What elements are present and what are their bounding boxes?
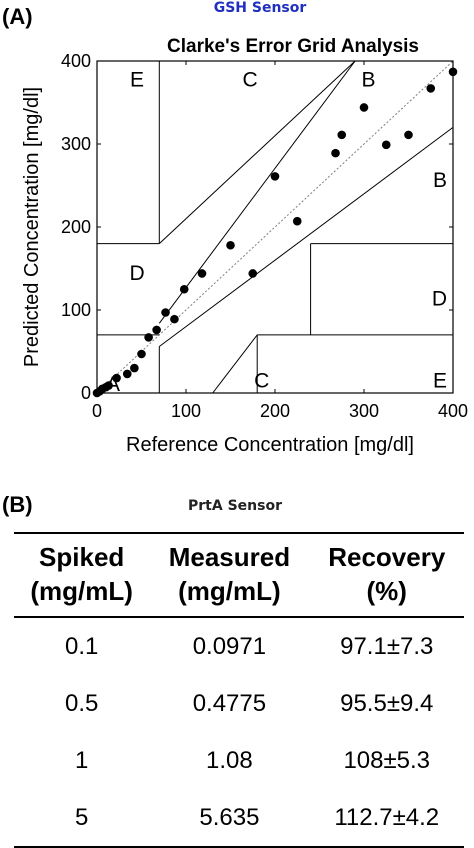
- cell-spiked: 5: [14, 789, 150, 848]
- cell-spiked: 0.1: [64, 632, 99, 660]
- y-tick-label: 200: [61, 217, 91, 237]
- data-point: [270, 172, 280, 181]
- cell-recovery: 108±5.3: [343, 746, 431, 774]
- cell-spiked: 0.5: [64, 689, 99, 717]
- gsh-sensor-title: GSH Sensor: [213, 0, 307, 16]
- x-tick-label: 200: [260, 401, 290, 421]
- cell-measured: 5.635: [149, 789, 310, 848]
- data-point: [248, 269, 258, 278]
- y-tick-label: 100: [61, 300, 91, 320]
- zone-label: B: [433, 169, 447, 192]
- recovery-table-container: Spiked (mg/mL) Measured (mg/mL) Recovery…: [14, 532, 464, 848]
- x-tick-label: 0: [92, 401, 102, 421]
- data-point: [292, 216, 302, 226]
- header-measured: Measured (mg/mL): [149, 532, 310, 618]
- header-measured-line1: Measured: [168, 542, 291, 572]
- data-point: [404, 130, 413, 140]
- zone-label: E: [433, 370, 447, 393]
- cell-recovery: 95.5±9.4: [340, 689, 434, 717]
- x-tick-label: 100: [171, 401, 201, 421]
- data-point: [226, 240, 235, 250]
- header-measured-line2: (mg/mL): [178, 576, 281, 606]
- panel-b-label: (B): [2, 492, 33, 517]
- zone-label: B: [361, 68, 375, 91]
- data-point: [137, 349, 146, 359]
- header-recovery: Recovery (%): [309, 532, 464, 618]
- recovery-table: Spiked (mg/mL) Measured (mg/mL) Recovery…: [14, 532, 464, 848]
- table-row: 1 1.08 108±5.3: [14, 732, 464, 789]
- identity-line: [96, 60, 454, 394]
- data-point: [426, 84, 436, 93]
- cell-measured: 0.4775: [192, 689, 267, 717]
- table-header-row: Spiked (mg/mL) Measured (mg/mL) Recovery…: [14, 532, 464, 618]
- clarke-error-grid-chart: 0 100 200 300 4000100200300400ABBCCDDEEClark…: [21, 36, 468, 456]
- data-point: [152, 325, 161, 335]
- zone-line: [212, 334, 258, 394]
- table-row: 0.5 0.4775 95.5±9.4: [14, 675, 464, 732]
- cell-measured: 1.08: [206, 746, 253, 774]
- chart-title: Clarke's Error Grid Analysis: [167, 36, 419, 57]
- header-spiked-line1: Spiked: [39, 542, 125, 572]
- header-recovery-line1: Recovery: [328, 542, 446, 572]
- data-point: [337, 130, 347, 140]
- data-point: [381, 140, 391, 150]
- zone-line: [159, 126, 454, 347]
- cell-measured: 0.0971: [192, 632, 267, 660]
- zone-line: [158, 60, 356, 324]
- cell-spiked: 1: [74, 746, 89, 774]
- panel-a-label: (A): [2, 4, 33, 29]
- y-tick-label: 400: [61, 51, 91, 71]
- data-point: [331, 148, 340, 158]
- table-row: 0.1 0.0971 97.1±7.3: [14, 617, 464, 675]
- data-point: [161, 308, 170, 317]
- data-point: [359, 103, 369, 112]
- header-recovery-line2: (%): [366, 576, 407, 606]
- x-tick-label: 400: [438, 401, 468, 421]
- y-tick-label: 300: [61, 134, 91, 154]
- data-point: [112, 373, 121, 383]
- data-point: [130, 363, 139, 373]
- x-tick-label: 300: [349, 401, 379, 421]
- data-point: [448, 67, 458, 77]
- data-point: [144, 333, 153, 342]
- cell-recovery: 112.7±4.2: [309, 789, 464, 848]
- zone-label: C: [242, 68, 257, 91]
- zone-label: C: [254, 370, 269, 393]
- header-spiked: Spiked (mg/mL): [14, 532, 150, 618]
- prta-sensor-title: PrtA Sensor: [188, 498, 282, 514]
- table-row: 5 5.635 112.7±4.2: [14, 789, 464, 848]
- x-axis-label: Reference Concentration [mg/dl]: [126, 434, 414, 456]
- y-axis-label: Predicted Concentration [mg/dl]: [21, 87, 43, 367]
- data-point: [104, 381, 113, 390]
- data-point: [122, 369, 132, 379]
- zone-label: D: [432, 288, 447, 311]
- data-point: [197, 269, 207, 278]
- y-tick-label: 0: [81, 383, 91, 403]
- data-point: [179, 284, 189, 294]
- header-spiked-line2: (mg/mL): [30, 576, 133, 606]
- zone-line: [158, 60, 356, 244]
- cell-recovery: 97.1±7.3: [340, 632, 434, 660]
- zone-label: E: [130, 68, 144, 91]
- data-point: [170, 314, 179, 324]
- zone-label: D: [129, 262, 144, 285]
